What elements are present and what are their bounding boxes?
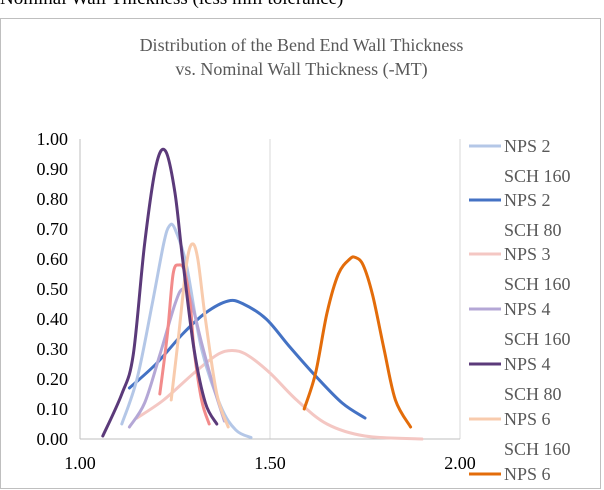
series-line-nps-6-sch-80: [302, 255, 413, 429]
legend-label: NPS 3: [504, 244, 551, 264]
y-tick-label: 0.80: [37, 189, 69, 209]
legend-label: NPS 2: [504, 190, 551, 210]
x-tick-label: 2.00: [444, 453, 476, 473]
legend-label: SCH 80: [504, 384, 562, 404]
legend-label: SCH 160: [504, 274, 571, 294]
legend-label: NPS 4: [504, 354, 551, 374]
x-tick-label: 1.50: [254, 453, 286, 473]
y-tick-label: 0.10: [37, 399, 69, 419]
y-tick-label: 0.00: [37, 429, 69, 449]
legend-label: SCH 160: [504, 439, 571, 459]
chart-title-line-1: Distribution of the Bend End Wall Thickn…: [139, 35, 464, 55]
legend-label: NPS 6: [504, 409, 551, 429]
y-tick-label: 0.70: [37, 219, 69, 239]
chart-frame: Distribution of the Bend End Wall Thickn…: [0, 18, 601, 489]
chart-plot: 0.00 0.10 0.20 0.30 0.40 0.50 0.60 0.70 0.80 0.90…: [37, 129, 571, 484]
legend-label: NPS 2: [504, 136, 551, 156]
legend-label: NPS 6: [504, 464, 551, 484]
chart-title: Distribution of the Bend End Wall Thickn…: [41, 33, 562, 81]
y-tick-label: 0.40: [37, 309, 69, 329]
y-tick-label: 0.50: [37, 279, 69, 299]
chart-title-line-2: vs. Nominal Wall Thickness (-MT): [175, 59, 428, 79]
legend-label: NPS 4: [504, 299, 551, 319]
series-line-nps-4-sch-80: [101, 147, 219, 438]
y-tick-label: 0.90: [37, 159, 69, 179]
legend-label: SCH 160: [504, 166, 571, 186]
series-line-nps-3-sch-160: [135, 349, 424, 441]
series-line-nps-6-sch-160: [169, 242, 230, 429]
page-heading: Nominal Wall Thickness (less mill tolera…: [0, 0, 343, 10]
y-tick-label: 0.20: [37, 369, 69, 389]
x-tick-label: 1.00: [64, 453, 96, 473]
legend-label: SCH 160: [504, 329, 571, 349]
legend-label: SCH 80: [504, 220, 562, 240]
y-tick-label: 0.60: [37, 249, 69, 269]
y-tick-label: 1.00: [37, 129, 69, 149]
series-line-nps-2-sch-80: [127, 298, 367, 420]
y-tick-label: 0.30: [37, 339, 69, 359]
